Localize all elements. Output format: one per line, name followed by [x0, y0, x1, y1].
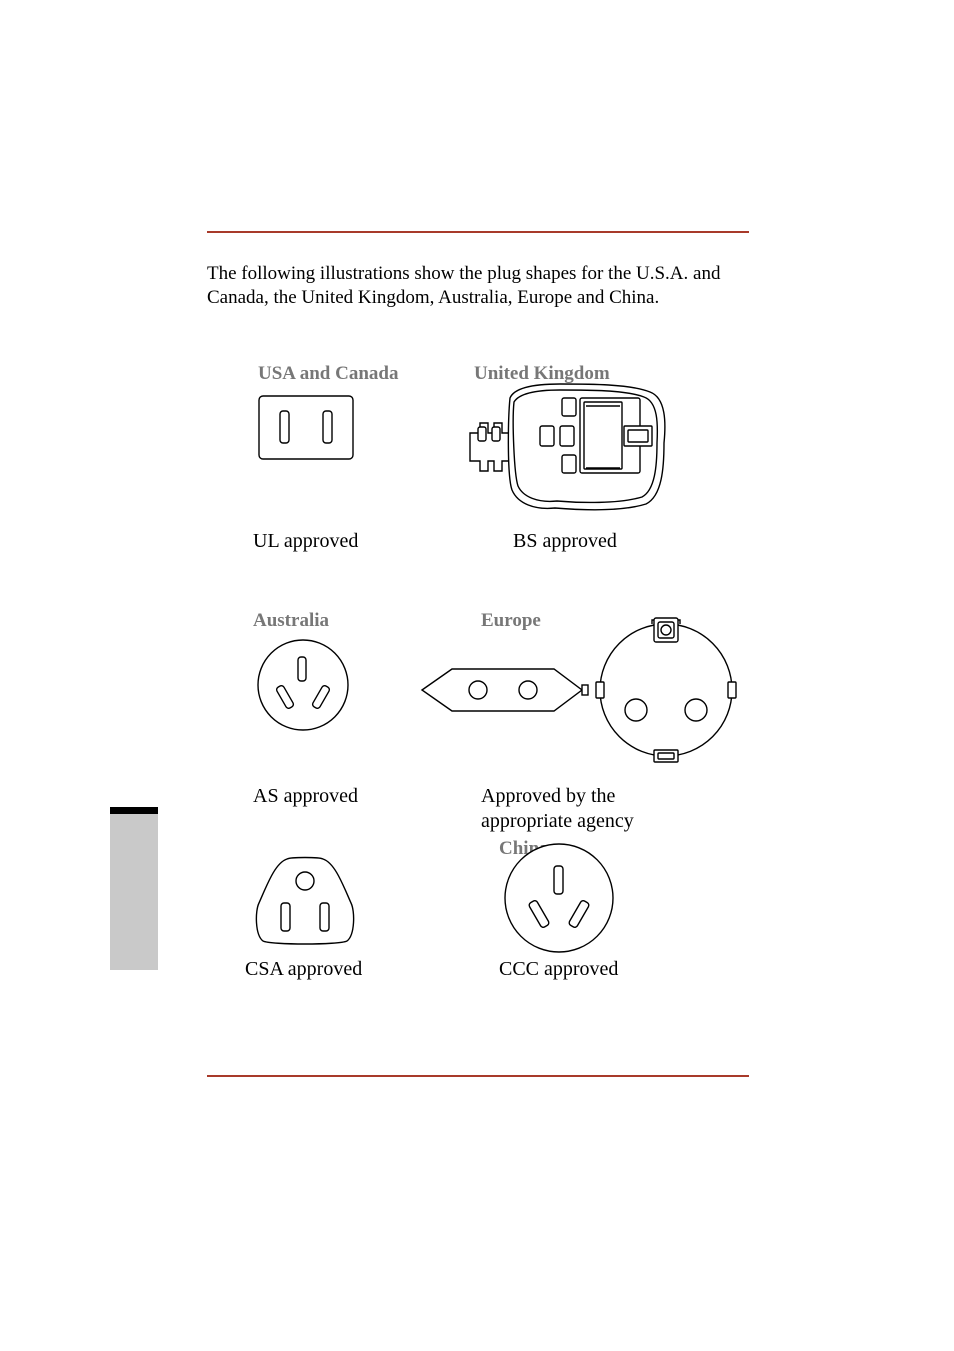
caption-csa: CSA approved	[245, 957, 362, 982]
region-label-usa: USA and Canada	[258, 363, 398, 385]
plug-csa	[253, 855, 357, 947]
caption-ccc: CCC approved	[499, 957, 618, 982]
caption-ul: UL approved	[253, 529, 358, 554]
caption-as: AS approved	[253, 784, 358, 809]
intro-text: The following illustrations show the plu…	[207, 262, 749, 311]
region-label-europe: Europe	[481, 610, 541, 632]
region-label-australia: Australia	[253, 610, 329, 632]
caption-bs: BS approved	[513, 529, 617, 554]
plug-as	[253, 635, 353, 735]
plug-euro-round	[588, 612, 744, 768]
plug-ccc	[499, 838, 619, 958]
plug-euro-flat	[420, 665, 590, 715]
bottom-rule	[207, 1075, 749, 1077]
plug-ul	[258, 395, 354, 460]
caption-agency: Approved by the appropriate agency	[481, 784, 681, 834]
page-root: The following illustrations show the plu…	[0, 0, 954, 1351]
top-rule	[207, 231, 749, 233]
side-tab	[110, 807, 158, 970]
plug-bs	[460, 378, 670, 518]
